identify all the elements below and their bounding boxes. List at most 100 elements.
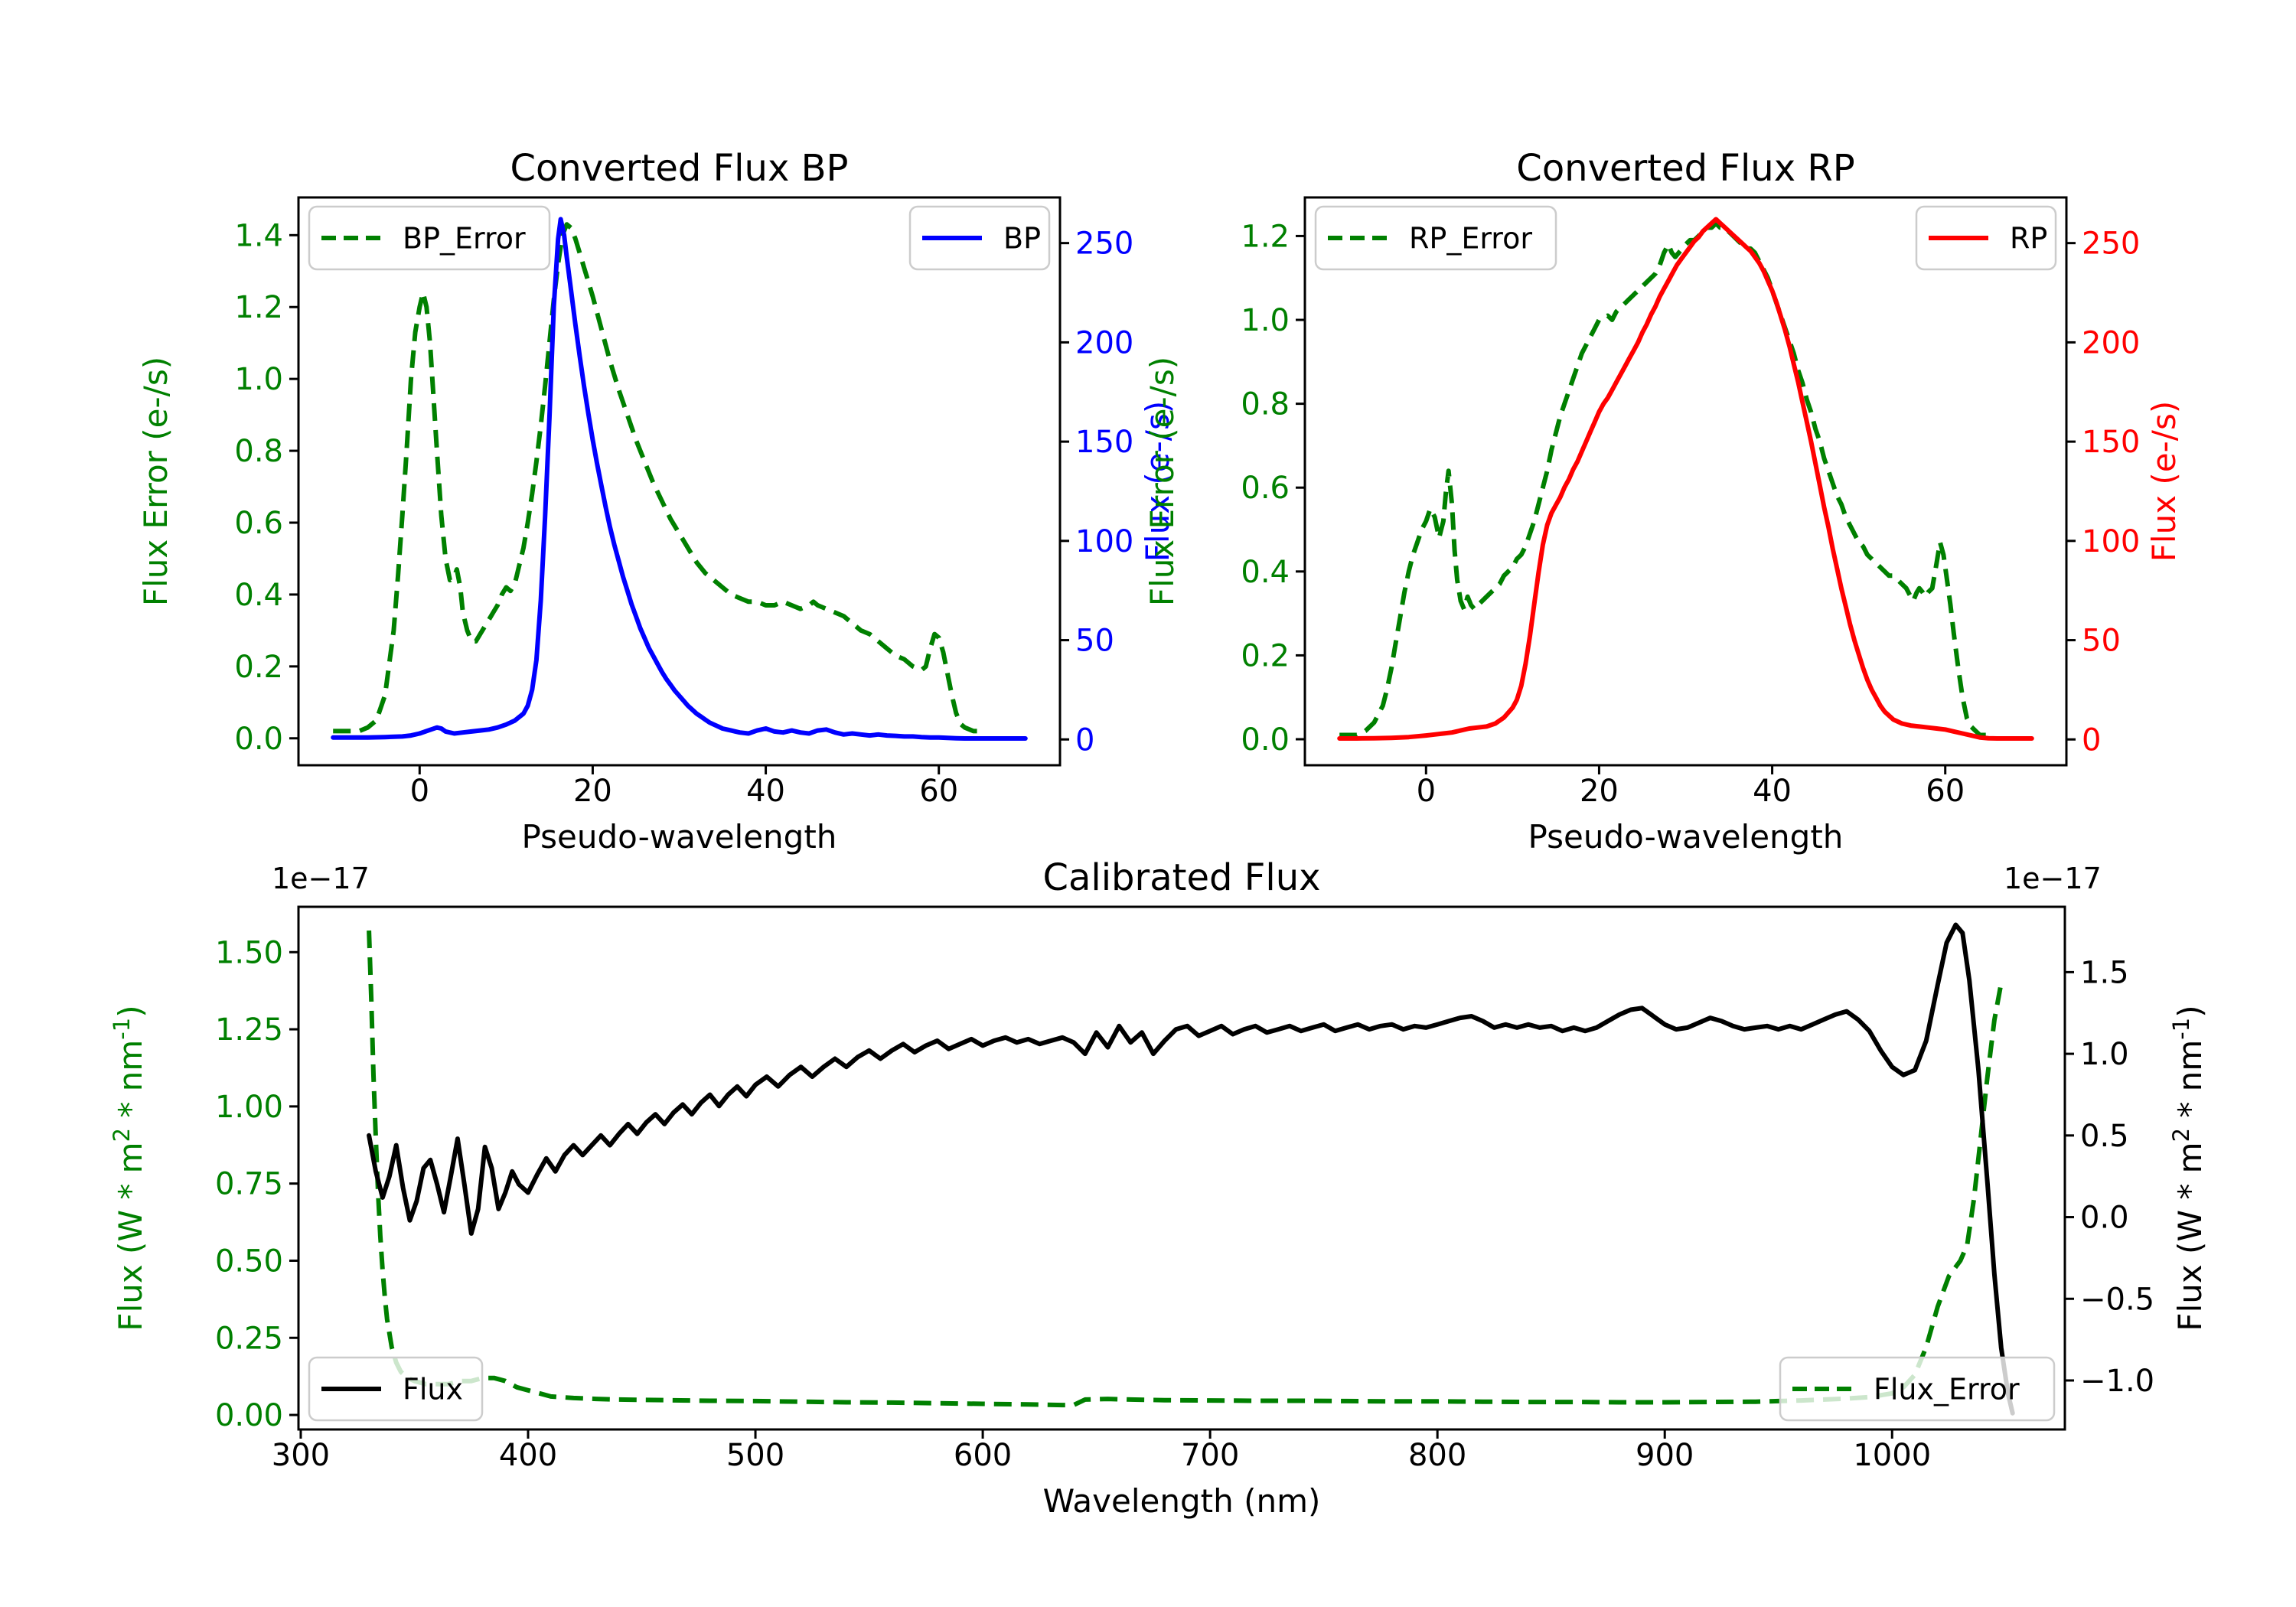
- chart-title: Converted Flux RP: [1516, 147, 1854, 190]
- x-tick-label: 40: [1753, 774, 1792, 809]
- x-tick-label: 1000: [1853, 1438, 1931, 1473]
- x-tick-label: 60: [1926, 774, 1965, 809]
- y-tick-label-left: 1.0: [1241, 303, 1290, 338]
- series-rp_error: [1339, 221, 1989, 738]
- chart-title: Converted Flux BP: [510, 147, 849, 190]
- legend-box: [1779, 1356, 2056, 1422]
- y-tick-label-left: 0.8: [234, 434, 283, 469]
- y-tick-label-right: 150: [1075, 425, 1133, 460]
- x-tick-label: 60: [919, 774, 958, 809]
- y-tick-label-left: 0.2: [234, 650, 283, 685]
- y-tick-label-left: 0.0: [234, 722, 283, 757]
- y-tick-label-left: 1.0: [234, 362, 283, 397]
- legend-label-rp: RP: [2010, 221, 2047, 255]
- x-tick-label: 700: [1181, 1438, 1239, 1473]
- y-tick-label-right: 100: [2082, 524, 2140, 559]
- y-tick-label-left: 0.6: [234, 506, 283, 541]
- legend-label-bp_error: BP_Error: [403, 221, 526, 255]
- x-tick-label: 500: [726, 1438, 784, 1473]
- y-tick-label-right: 200: [1075, 325, 1133, 360]
- x-axis-label: Pseudo-wavelength: [522, 818, 837, 856]
- chart-bp: BP_Error BP 0 20 40 60 0.0 0.2 0.4 0.6 0.8 1.0 1.2 1.…: [137, 147, 1176, 856]
- legend-rp: RP: [1915, 205, 2057, 271]
- y-tick-label-right: −1.0: [2080, 1364, 2154, 1399]
- legend-flux: Flux: [308, 1356, 484, 1422]
- series-flux_error: [367, 930, 2004, 1408]
- x-axis-label: Pseudo-wavelength: [1528, 818, 1844, 856]
- series-rp: [1337, 217, 2034, 741]
- x-tick-label: 40: [746, 774, 785, 809]
- legend-label-rp_error: RP_Error: [1409, 221, 1532, 255]
- x-tick-label: 400: [499, 1438, 557, 1473]
- y-tick-label-right: 250: [1075, 227, 1133, 262]
- y-tick-label-right: 0.0: [2080, 1201, 2129, 1236]
- x-tick-label: 0: [410, 774, 429, 809]
- legend-bp: BP: [908, 205, 1051, 271]
- chart-title: Calibrated Flux: [1042, 856, 1320, 899]
- x-tick-label: 800: [1408, 1438, 1466, 1473]
- legend-label-bp: BP: [1003, 221, 1041, 255]
- y-tick-label-right: 100: [1075, 524, 1133, 559]
- y-tick-label-left: 0.25: [215, 1321, 283, 1356]
- x-tick-label: 600: [954, 1438, 1012, 1473]
- legend-label-flux_error: Flux_Error: [1874, 1372, 2020, 1406]
- axes-frame: [297, 905, 2066, 1431]
- series-bp: [331, 217, 1028, 741]
- y-tick-label-left: 0.8: [1241, 387, 1290, 422]
- legend-box: [1314, 205, 1557, 271]
- y-tick-label-left: 1.25: [215, 1012, 283, 1048]
- y-tick-label-right: −0.5: [2080, 1282, 2154, 1317]
- y-tick-label-left: 0.4: [1241, 555, 1290, 590]
- x-tick-label: 900: [1636, 1438, 1694, 1473]
- y-axis-label-right: Flux (e-/s): [2145, 401, 2183, 562]
- y-tick-label-left: 0.4: [234, 578, 283, 613]
- legend-bp_error: BP_Error: [308, 205, 551, 271]
- y-tick-label-left: 0.00: [215, 1398, 283, 1433]
- y-tick-label-left: 0.50: [215, 1244, 283, 1279]
- y-tick-label-left: 1.4: [234, 218, 283, 253]
- axes-frame: [1303, 196, 2068, 767]
- x-axis-label: Wavelength (nm): [1043, 1482, 1321, 1520]
- x-tick-label: 0: [1417, 774, 1436, 809]
- y-tick-label-right: 50: [2082, 624, 2121, 659]
- y-tick-label-left: 1.2: [1241, 219, 1290, 254]
- y-axis-label-left: Flux Error (e-/s): [1143, 357, 1181, 606]
- y-tick-label-right: 200: [2082, 325, 2140, 360]
- series-flux: [367, 922, 2015, 1416]
- y-tick-label-right: 0: [2082, 722, 2101, 758]
- legend-label-flux: Flux: [403, 1372, 463, 1406]
- legend-box: [308, 205, 551, 271]
- y-tick-label-right: 1.5: [2080, 955, 2129, 990]
- y-axis-label-right: Flux (W * m2 * nm-1): [2168, 1005, 2209, 1331]
- y-tick-label-right: 1.0: [2080, 1037, 2129, 1072]
- x-tick-label: 20: [573, 774, 612, 809]
- y-tick-label-left: 1.50: [215, 935, 283, 970]
- chart-rp: RP_Error RP 0 20 40 60 0.0 0.2 0.4 0.6 0.8 1.0 1.2 0 5…: [1143, 147, 2183, 856]
- y-tick-label-right: 0.5: [2080, 1119, 2129, 1154]
- y-tick-label-left: 0.2: [1241, 638, 1290, 673]
- y-tick-label-left: 1.2: [234, 290, 283, 325]
- y-tick-label-right: 0: [1075, 722, 1094, 758]
- y-tick-label-left: 0.6: [1241, 471, 1290, 506]
- y-tick-label-right: 50: [1075, 624, 1114, 659]
- x-tick-label: 300: [272, 1438, 330, 1473]
- y-axis-label-right: Flux (e-/s): [1139, 401, 1176, 562]
- series-bp_error: [333, 222, 983, 734]
- x-tick-label: 20: [1580, 774, 1619, 809]
- offset-text-right: 1e−17: [2004, 862, 2102, 895]
- offset-text-left: 1e−17: [272, 862, 370, 895]
- legend-rp_error: RP_Error: [1314, 205, 1557, 271]
- y-tick-label-left: 1.00: [215, 1090, 283, 1125]
- y-tick-label-right: 150: [2082, 425, 2140, 460]
- y-tick-label-left: 0.0: [1241, 722, 1290, 758]
- chart-calibrated: Flux_Error Flux 300 400 500 600 700 800 900 1000 0…: [109, 856, 2209, 1520]
- axes-frame: [297, 196, 1062, 767]
- legend-box: [308, 1356, 484, 1422]
- y-axis-label-left: Flux (W * m2 * nm-1): [109, 1005, 149, 1331]
- y-tick-label-right: 250: [2082, 227, 2140, 262]
- legend-flux_error: Flux_Error: [1779, 1356, 2056, 1422]
- y-tick-label-left: 0.75: [215, 1167, 283, 1202]
- y-axis-label-left: Flux Error (e-/s): [137, 357, 174, 606]
